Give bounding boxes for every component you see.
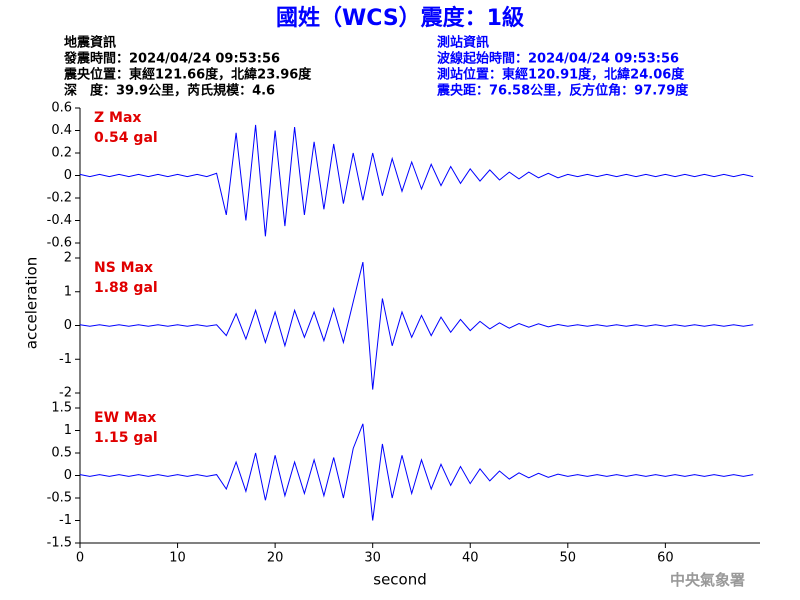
y-tick-label: -1.5	[47, 536, 72, 551]
footer: 中央氣象署	[670, 571, 745, 589]
waveform	[79, 261, 754, 390]
y-tick-label: 0.6	[51, 101, 72, 116]
y-tick-label: 0	[64, 318, 72, 333]
y-tick-label: 1	[64, 423, 72, 438]
x-tick-label: 0	[76, 551, 84, 566]
info-right: 測站位置：東經120.91度，北緯24.06度	[437, 67, 685, 83]
waveform	[79, 423, 754, 521]
annotation: Z Max	[94, 110, 141, 126]
annotation: 0.54 gal	[94, 130, 158, 146]
annotation: 1.88 gal	[94, 280, 158, 296]
y-tick-label: -1	[59, 352, 72, 367]
y-tick-label: -2	[59, 386, 72, 401]
y-tick-label: 0.5	[51, 446, 72, 461]
y-tick-label: 0.4	[51, 123, 72, 138]
y-tick-label: 1.5	[51, 401, 72, 416]
x-tick-label: 10	[169, 551, 186, 566]
y-tick-label: -0.4	[47, 213, 72, 228]
y-tick-label: 0	[64, 168, 72, 183]
y-tick-label: 2	[64, 251, 72, 266]
info-left: 深 度：39.9公里，芮氏規模：4.6	[64, 83, 275, 99]
y-tick-label: -0.2	[47, 191, 72, 206]
x-tick-label: 50	[560, 551, 577, 566]
annotation: NS Max	[94, 260, 153, 276]
info-right: 波線起始時間：2024/04/24 09:53:56	[437, 51, 679, 67]
y-tick-label: -0.5	[47, 491, 72, 506]
title: 國姓（WCS）震度：1級	[276, 5, 524, 31]
x-tick-label: 60	[657, 551, 674, 566]
info-right: 震央距：76.58公里，反方位角：97.79度	[436, 83, 689, 99]
info-left: 發震時間：2024/04/24 09:53:56	[63, 51, 280, 67]
waveform	[79, 124, 754, 237]
y-tick-label: 0	[64, 468, 72, 483]
info-right: 測站資訊	[437, 35, 489, 51]
x-tick-label: 40	[462, 551, 479, 566]
x-axis-label: second	[373, 571, 427, 589]
y-tick-label: 0.2	[51, 146, 72, 161]
info-left: 地震資訊	[64, 35, 116, 51]
info-left: 震央位置：東經121.66度，北緯23.96度	[63, 67, 312, 83]
annotation: 1.15 gal	[94, 430, 158, 446]
x-tick-label: 20	[267, 551, 284, 566]
x-tick-label: 30	[364, 551, 381, 566]
y-tick-label: -0.6	[47, 236, 72, 251]
y-tick-label: 1	[64, 284, 72, 299]
y-axis-label: acceleration	[23, 257, 41, 349]
annotation: EW Max	[94, 410, 156, 426]
y-tick-label: -1	[59, 513, 72, 528]
